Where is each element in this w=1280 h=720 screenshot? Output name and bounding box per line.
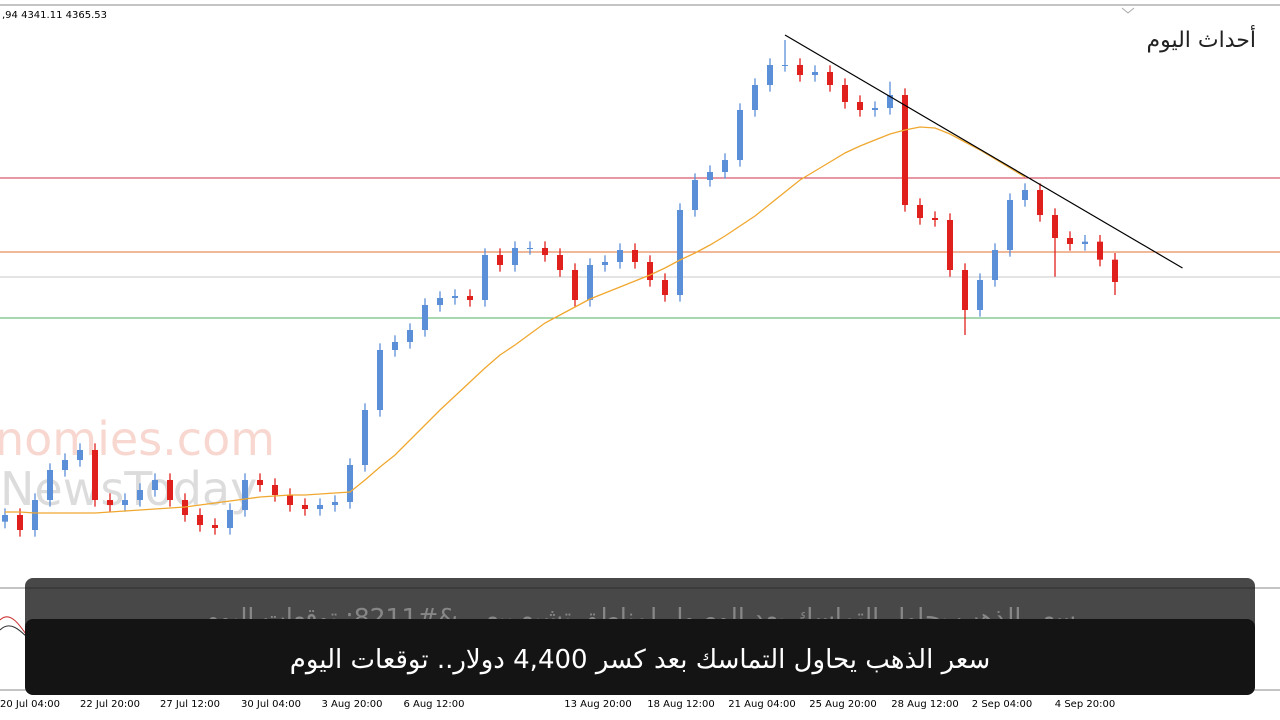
- moving-average: [5, 126, 1026, 514]
- candle-body: [436, 298, 443, 305]
- x-tick-label: 2 Sep 04:00: [972, 699, 1032, 710]
- candle-body: [841, 85, 848, 102]
- candle-body: [676, 210, 683, 295]
- candle-body: [616, 250, 623, 262]
- x-tick-label: 22 Jul 20:00: [80, 699, 140, 710]
- candle-body: [91, 450, 98, 500]
- candle-body: [286, 495, 293, 505]
- candle-body: [121, 500, 128, 505]
- candle-body: [316, 505, 323, 509]
- candle-body: [61, 460, 68, 470]
- candle-body: [556, 255, 563, 270]
- candle-body: [421, 305, 428, 330]
- candle-body: [241, 480, 248, 510]
- candle-body: [646, 262, 653, 280]
- candle-body: [706, 172, 713, 180]
- candle-body: [256, 480, 263, 485]
- candle-body: [76, 450, 83, 460]
- x-tick-label: 6 Aug 12:00: [403, 699, 464, 710]
- x-tick-label: 4 Sep 20:00: [1055, 699, 1115, 710]
- x-tick-label: 27 Jul 12:00: [160, 699, 220, 710]
- candle-body: [1096, 241, 1103, 260]
- candle-body: [466, 296, 473, 300]
- candle-body: [631, 250, 638, 262]
- candle-body: [766, 65, 773, 85]
- candle-body: [601, 262, 608, 265]
- candle-body: [796, 65, 803, 75]
- candle-body: [526, 248, 533, 249]
- candle-body: [211, 525, 218, 528]
- candle-body: [736, 110, 743, 160]
- trendline: [784, 34, 1183, 269]
- candle-body: [751, 85, 758, 110]
- candle-body: [511, 248, 518, 265]
- x-tick-label: 28 Aug 12:00: [891, 699, 958, 710]
- candle-body: [946, 220, 953, 270]
- candle-body: [856, 102, 863, 110]
- candle-body: [721, 160, 728, 172]
- candle-body: [811, 72, 818, 75]
- candle-body: [376, 350, 383, 410]
- candle-body: [691, 180, 698, 210]
- candle-body: [1111, 259, 1118, 282]
- x-tick-label: 18 Aug 12:00: [647, 699, 714, 710]
- candle-body: [496, 255, 503, 265]
- candle-body: [46, 470, 53, 500]
- watermark: nomies.com: [0, 412, 275, 466]
- candle-body: [136, 490, 143, 500]
- candle-body: [391, 342, 398, 350]
- x-tick-label: 21 Aug 04:00: [728, 699, 795, 710]
- candle-body: [196, 515, 203, 525]
- candle-body: [586, 265, 593, 300]
- x-tick-label: 3 Aug 20:00: [321, 699, 382, 710]
- candle-body: [1036, 190, 1043, 215]
- candle-body: [541, 248, 548, 255]
- candle-body: [781, 65, 788, 66]
- site-logo: أحداث اليوم: [1146, 28, 1256, 53]
- watermark: NewsToday: [0, 462, 257, 516]
- candle-body: [271, 485, 278, 495]
- candle-body: [166, 480, 173, 500]
- x-tick-label: 25 Aug 20:00: [809, 699, 876, 710]
- candle-body: [406, 330, 413, 342]
- x-tick-label: 13 Aug 20:00: [564, 699, 631, 710]
- candle-body: [1006, 200, 1013, 250]
- candle-body: [331, 502, 338, 505]
- candle-body: [961, 270, 968, 310]
- candle-body: [871, 108, 878, 110]
- candle-body: [661, 280, 668, 295]
- x-tick-label: 20 Jul 04:00: [0, 699, 60, 710]
- candle-body: [361, 410, 368, 465]
- candle-body: [31, 500, 38, 530]
- candle-body: [1, 515, 8, 522]
- candle-body: [826, 72, 833, 85]
- candle-body: [151, 480, 158, 490]
- candle-body: [106, 500, 113, 505]
- candle-body: [451, 296, 458, 298]
- candle-body: [1021, 190, 1028, 200]
- ohlc-header: ,94 4341.11 4365.53: [2, 10, 107, 21]
- candle-body: [976, 280, 983, 310]
- candle-body: [481, 255, 488, 300]
- candle-body: [226, 510, 233, 528]
- candle-body: [301, 505, 308, 509]
- candle-body: [16, 515, 23, 530]
- candle-body: [886, 95, 893, 108]
- candle-body: [901, 95, 908, 205]
- candle-body: [916, 205, 923, 218]
- candle-body: [1066, 238, 1073, 244]
- candle-body: [1081, 241, 1088, 244]
- candle-body: [1051, 215, 1058, 238]
- candle-body: [346, 465, 353, 502]
- caption: سعر الذهب يحاول التماسك بعد كسر 4,400 دو…: [25, 619, 1255, 695]
- scroll-marker: [1121, 7, 1135, 14]
- candle-body: [991, 250, 998, 280]
- candle-body: [571, 270, 578, 300]
- x-tick-label: 30 Jul 04:00: [241, 699, 301, 710]
- candle-body: [931, 218, 938, 220]
